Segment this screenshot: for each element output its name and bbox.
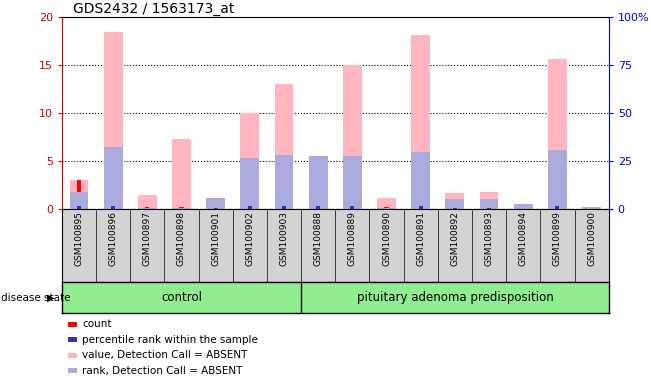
- Bar: [104, 32, 122, 209]
- Bar: [350, 207, 354, 209]
- Bar: [70, 192, 89, 209]
- Bar: [206, 198, 225, 209]
- Bar: [145, 207, 149, 209]
- Bar: [240, 159, 259, 209]
- Bar: [555, 207, 559, 209]
- Bar: [180, 207, 184, 209]
- Text: GSM100900: GSM100900: [587, 212, 596, 266]
- Bar: [480, 192, 499, 209]
- Bar: [514, 204, 533, 209]
- Bar: [240, 113, 259, 209]
- Bar: [111, 207, 115, 209]
- Bar: [445, 199, 464, 209]
- Bar: [453, 208, 457, 209]
- Bar: [548, 150, 567, 209]
- Bar: [214, 207, 217, 209]
- Bar: [77, 180, 81, 209]
- Text: rank, Detection Call = ABSENT: rank, Detection Call = ABSENT: [82, 366, 242, 376]
- Bar: [77, 207, 81, 209]
- Bar: [104, 147, 122, 209]
- Bar: [316, 207, 320, 209]
- Bar: [582, 207, 601, 209]
- Bar: [309, 178, 327, 209]
- Bar: [282, 207, 286, 209]
- Text: GSM100896: GSM100896: [109, 212, 118, 266]
- Text: GSM100889: GSM100889: [348, 212, 357, 266]
- Bar: [521, 207, 525, 209]
- Bar: [419, 207, 422, 209]
- Text: ▶: ▶: [47, 293, 55, 303]
- Bar: [487, 208, 491, 209]
- Bar: [275, 84, 294, 209]
- Bar: [70, 180, 89, 209]
- Bar: [172, 139, 191, 209]
- Bar: [282, 207, 286, 209]
- Text: GSM100899: GSM100899: [553, 212, 562, 266]
- Bar: [350, 207, 354, 209]
- Text: GSM100893: GSM100893: [484, 212, 493, 266]
- Text: GSM100903: GSM100903: [279, 212, 288, 266]
- Text: GSM100898: GSM100898: [177, 212, 186, 266]
- Bar: [206, 198, 225, 209]
- Bar: [411, 35, 430, 209]
- Text: control: control: [161, 291, 202, 304]
- Text: GSM100888: GSM100888: [314, 212, 323, 266]
- Bar: [445, 193, 464, 209]
- Bar: [214, 208, 217, 209]
- Bar: [385, 207, 389, 209]
- Bar: [275, 155, 294, 209]
- Bar: [453, 207, 457, 209]
- Text: GSM100894: GSM100894: [519, 212, 528, 266]
- Bar: [343, 156, 362, 209]
- Text: percentile rank within the sample: percentile rank within the sample: [82, 335, 258, 345]
- Bar: [111, 207, 115, 209]
- Bar: [514, 204, 533, 209]
- Text: GDS2432 / 1563173_at: GDS2432 / 1563173_at: [73, 2, 234, 16]
- Bar: [548, 59, 567, 209]
- Text: value, Detection Call = ABSENT: value, Detection Call = ABSENT: [82, 350, 247, 360]
- Text: count: count: [82, 319, 111, 329]
- Text: GSM100901: GSM100901: [211, 212, 220, 266]
- Bar: [487, 207, 491, 209]
- Bar: [480, 199, 499, 209]
- Bar: [248, 207, 252, 209]
- Text: GSM100902: GSM100902: [245, 212, 255, 266]
- Bar: [555, 207, 559, 209]
- Bar: [377, 198, 396, 209]
- Text: GSM100890: GSM100890: [382, 212, 391, 266]
- Bar: [590, 207, 594, 209]
- Text: disease state: disease state: [1, 293, 71, 303]
- Text: GSM100895: GSM100895: [74, 212, 83, 266]
- Bar: [343, 65, 362, 209]
- Text: GSM100897: GSM100897: [143, 212, 152, 266]
- Text: pituitary adenoma predisposition: pituitary adenoma predisposition: [357, 291, 553, 304]
- Bar: [411, 152, 430, 209]
- Bar: [138, 195, 157, 209]
- Text: GSM100891: GSM100891: [416, 212, 425, 266]
- Bar: [248, 207, 252, 209]
- Text: GSM100892: GSM100892: [450, 212, 460, 266]
- Bar: [419, 207, 422, 209]
- Bar: [316, 207, 320, 209]
- Bar: [582, 207, 601, 209]
- Bar: [309, 157, 327, 209]
